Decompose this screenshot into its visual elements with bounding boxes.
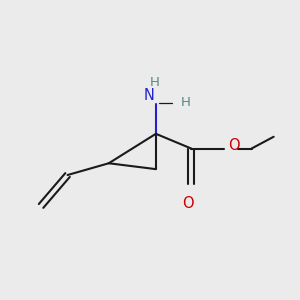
Text: O: O	[228, 138, 240, 153]
Text: H: H	[180, 96, 190, 110]
Text: O: O	[182, 196, 194, 211]
Text: N: N	[143, 88, 155, 103]
Text: H: H	[149, 76, 159, 89]
